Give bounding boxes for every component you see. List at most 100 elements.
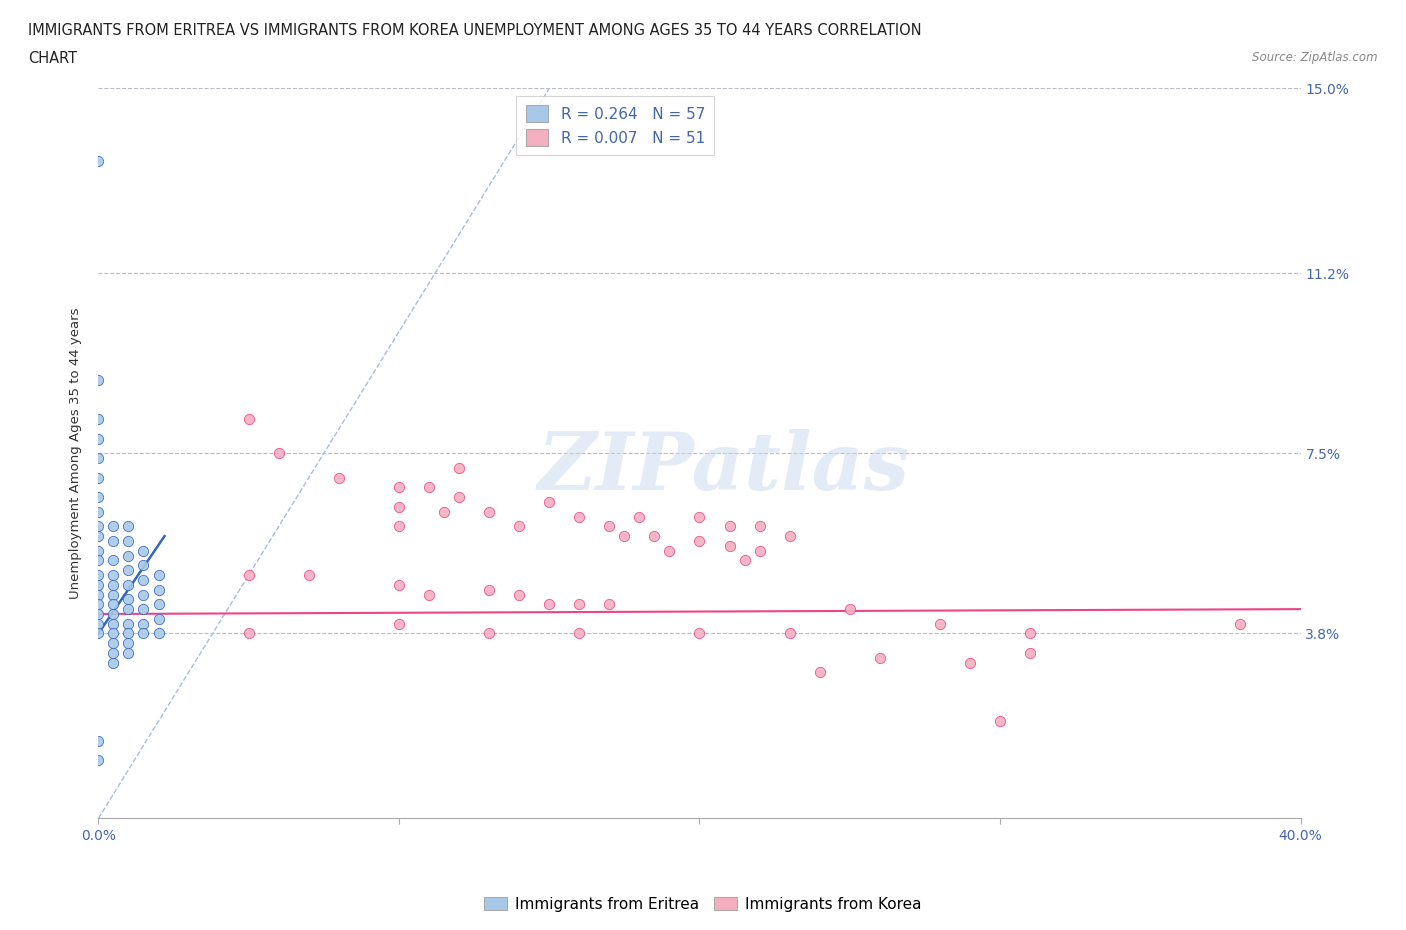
- Point: [117, 519, 139, 534]
- Point: [1229, 617, 1251, 631]
- Point: [103, 553, 125, 568]
- Point: [808, 665, 831, 680]
- Y-axis label: Unemployment Among Ages 35 to 44 years: Unemployment Among Ages 35 to 44 years: [69, 308, 83, 599]
- Point: [718, 538, 741, 553]
- Point: [103, 519, 125, 534]
- Point: [328, 471, 350, 485]
- Point: [718, 519, 741, 534]
- Point: [117, 636, 139, 651]
- Text: Source: ZipAtlas.com: Source: ZipAtlas.com: [1253, 51, 1378, 64]
- Point: [117, 592, 139, 607]
- Point: [447, 490, 470, 505]
- Point: [869, 650, 891, 665]
- Point: [103, 617, 125, 631]
- Point: [117, 534, 139, 549]
- Legend: R = 0.264   N = 57, R = 0.007   N = 51: R = 0.264 N = 57, R = 0.007 N = 51: [516, 96, 714, 155]
- Point: [103, 606, 125, 621]
- Point: [148, 582, 170, 597]
- Point: [87, 504, 110, 519]
- Point: [298, 567, 321, 582]
- Point: [643, 528, 665, 543]
- Point: [238, 412, 260, 427]
- Point: [418, 480, 440, 495]
- Point: [87, 606, 110, 621]
- Point: [87, 471, 110, 485]
- Point: [689, 626, 711, 641]
- Point: [598, 597, 620, 612]
- Point: [87, 597, 110, 612]
- Point: [87, 432, 110, 446]
- Point: [117, 548, 139, 563]
- Point: [779, 528, 801, 543]
- Point: [148, 611, 170, 626]
- Point: [87, 617, 110, 631]
- Point: [117, 645, 139, 660]
- Point: [87, 752, 110, 767]
- Point: [628, 510, 651, 525]
- Point: [103, 656, 125, 671]
- Point: [87, 519, 110, 534]
- Point: [103, 567, 125, 582]
- Point: [689, 534, 711, 549]
- Point: [568, 510, 591, 525]
- Point: [87, 626, 110, 641]
- Point: [418, 587, 440, 602]
- Point: [388, 519, 411, 534]
- Point: [568, 626, 591, 641]
- Point: [598, 519, 620, 534]
- Point: [267, 446, 290, 461]
- Point: [748, 543, 770, 558]
- Point: [478, 504, 501, 519]
- Point: [959, 656, 981, 671]
- Point: [103, 578, 125, 592]
- Point: [87, 154, 110, 169]
- Point: [132, 543, 155, 558]
- Point: [117, 617, 139, 631]
- Point: [568, 597, 591, 612]
- Point: [238, 626, 260, 641]
- Point: [87, 451, 110, 466]
- Point: [87, 733, 110, 748]
- Point: [478, 582, 501, 597]
- Point: [538, 597, 561, 612]
- Point: [117, 626, 139, 641]
- Text: IMMIGRANTS FROM ERITREA VS IMMIGRANTS FROM KOREA UNEMPLOYMENT AMONG AGES 35 TO 4: IMMIGRANTS FROM ERITREA VS IMMIGRANTS FR…: [28, 23, 922, 38]
- Point: [103, 534, 125, 549]
- Point: [103, 597, 125, 612]
- Point: [148, 567, 170, 582]
- Point: [779, 626, 801, 641]
- Point: [538, 495, 561, 510]
- Point: [117, 563, 139, 578]
- Point: [689, 510, 711, 525]
- Point: [117, 602, 139, 617]
- Point: [658, 543, 681, 558]
- Point: [148, 597, 170, 612]
- Point: [388, 578, 411, 592]
- Point: [87, 528, 110, 543]
- Point: [87, 578, 110, 592]
- Point: [132, 626, 155, 641]
- Point: [117, 578, 139, 592]
- Point: [447, 460, 470, 475]
- Point: [613, 528, 636, 543]
- Point: [508, 587, 530, 602]
- Point: [734, 553, 756, 568]
- Point: [508, 519, 530, 534]
- Point: [87, 567, 110, 582]
- Point: [388, 480, 411, 495]
- Point: [132, 602, 155, 617]
- Point: [433, 504, 456, 519]
- Point: [1019, 626, 1042, 641]
- Point: [838, 602, 860, 617]
- Text: CHART: CHART: [28, 51, 77, 66]
- Point: [103, 636, 125, 651]
- Point: [132, 573, 155, 588]
- Point: [388, 617, 411, 631]
- Point: [132, 558, 155, 573]
- Point: [748, 519, 770, 534]
- Text: ZIPatlas: ZIPatlas: [537, 430, 910, 507]
- Point: [929, 617, 952, 631]
- Point: [478, 626, 501, 641]
- Point: [238, 567, 260, 582]
- Point: [87, 490, 110, 505]
